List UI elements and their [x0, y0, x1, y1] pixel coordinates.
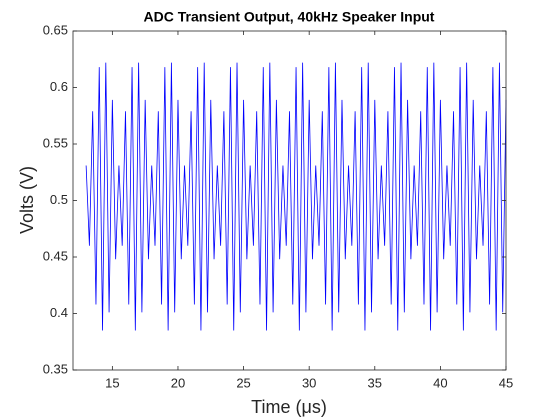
x-tick-label: 45	[499, 375, 513, 390]
x-tick-label: 20	[171, 375, 185, 390]
y-tick-label: 0.35	[43, 361, 68, 376]
y-tick-label: 0.45	[43, 248, 68, 263]
x-tick-label: 40	[433, 375, 447, 390]
x-tick-label: 30	[302, 375, 316, 390]
y-tick-label: 0.65	[43, 22, 68, 37]
y-axis-label: Volts (V)	[17, 166, 37, 234]
x-tick-label: 35	[368, 375, 382, 390]
chart-title: ADC Transient Output, 40kHz Speaker Inpu…	[144, 9, 435, 25]
data-line	[85, 62, 507, 331]
x-axis-label: Time (μs)	[251, 397, 327, 417]
plot-area	[73, 31, 506, 370]
y-tick-label: 0.5	[50, 192, 68, 207]
y-tick-label: 0.6	[50, 79, 68, 94]
y-tick-label: 0.4	[50, 305, 68, 320]
x-tick-label: 25	[236, 375, 250, 390]
y-tick-label: 0.55	[43, 135, 68, 150]
x-tick-label: 15	[105, 375, 119, 390]
